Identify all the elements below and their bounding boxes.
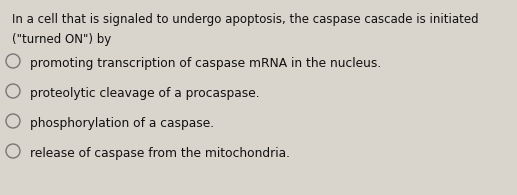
Text: phosphorylation of a caspase.: phosphorylation of a caspase. bbox=[30, 117, 214, 130]
Text: ("turned ON") by: ("turned ON") by bbox=[12, 33, 111, 46]
Text: promoting transcription of caspase mRNA in the nucleus.: promoting transcription of caspase mRNA … bbox=[30, 57, 381, 70]
Text: proteolytic cleavage of a procaspase.: proteolytic cleavage of a procaspase. bbox=[30, 87, 260, 100]
Text: In a cell that is signaled to undergo apoptosis, the caspase cascade is initiate: In a cell that is signaled to undergo ap… bbox=[12, 13, 479, 26]
Text: release of caspase from the mitochondria.: release of caspase from the mitochondria… bbox=[30, 147, 290, 160]
